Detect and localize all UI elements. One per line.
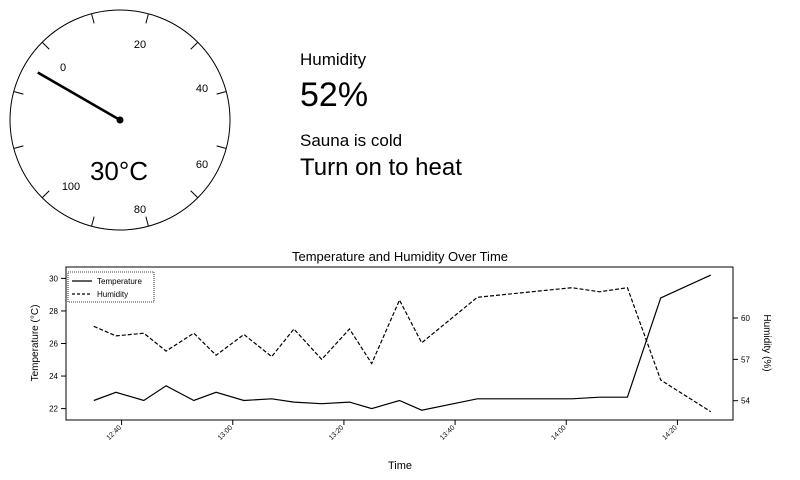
chart-title: Temperature and Humidity Over Time [292,249,508,264]
temperature-humidity-chart: Temperature and Humidity Over Time 12:40… [30,249,772,472]
gauge-label-80: 80 [134,204,146,216]
gauge-pivot [116,116,124,124]
y-right-tick-label: 57 [741,355,750,364]
gauge-tick [41,41,50,50]
humidity-label: Humidity [300,50,367,69]
gauge-tick [216,145,227,149]
gauge-readout: 30°C [90,156,148,186]
y-left-tick-label: 28 [49,307,58,316]
gauge-tick [91,216,95,227]
sauna-status-action: Turn on to heat [300,154,462,181]
x-axis-label: Time [388,460,412,472]
y-left-tick-label: 22 [49,405,58,414]
gauge-tick [216,91,227,95]
legend-humidity-label: Humidity [97,290,128,299]
gauge-tick [13,91,24,95]
series-layer [93,274,712,413]
gauge-tick [13,145,24,149]
y-axis-left-label: Temperature (°C) [30,305,41,382]
gauge-label-20: 20 [134,39,146,51]
x-tick-label: 12:40 [106,424,123,441]
legend-temperature-label: Temperature [97,277,142,286]
y-axis-left: 22 24 26 28 30 [49,274,66,414]
temperature-gauge: 0 20 40 60 80 100 30°C [9,9,231,231]
sauna-status-title: Sauna is cold [300,131,403,150]
chart-legend: Temperature Humidity [67,271,155,303]
gauge-tick [190,190,199,199]
y-left-tick-label: 24 [49,372,58,381]
y-right-tick-label: 60 [741,314,750,323]
x-axis: 12:40 13:00 13:20 13:40 14:00 14:20 [106,420,679,442]
legend-box [67,271,155,303]
y-axis-right-label: Humidity (%) [761,314,772,371]
y-right-tick-label: 54 [741,397,750,406]
y-axis-right: 54 57 60 [733,314,750,406]
plot-frame [65,266,734,421]
x-tick-label: 14:20 [661,424,678,441]
series-line-temperature [93,274,712,411]
y-left-tick-label: 26 [49,340,58,349]
y-left-tick-label: 30 [49,274,58,283]
gauge-label-60: 60 [196,159,208,171]
x-tick-label: 13:20 [328,424,345,441]
series-line-humidity [93,287,712,413]
gauge-tick [190,41,199,50]
gauge-needle [37,71,121,122]
x-tick-label: 14:00 [550,424,567,441]
gauge-dial [9,9,231,231]
gauge-label-40: 40 [196,83,208,95]
gauge-tick [41,190,50,199]
gauge-tick [145,13,149,24]
gauge-label-0: 0 [60,62,66,74]
x-tick-label: 13:00 [217,424,234,441]
humidity-value: 52% [300,76,369,114]
gauge-tick [145,216,149,227]
gauge-label-100: 100 [62,181,80,193]
gauge-tick [91,13,95,24]
x-tick-label: 13:40 [439,424,456,441]
gauge-ticks [13,13,227,227]
